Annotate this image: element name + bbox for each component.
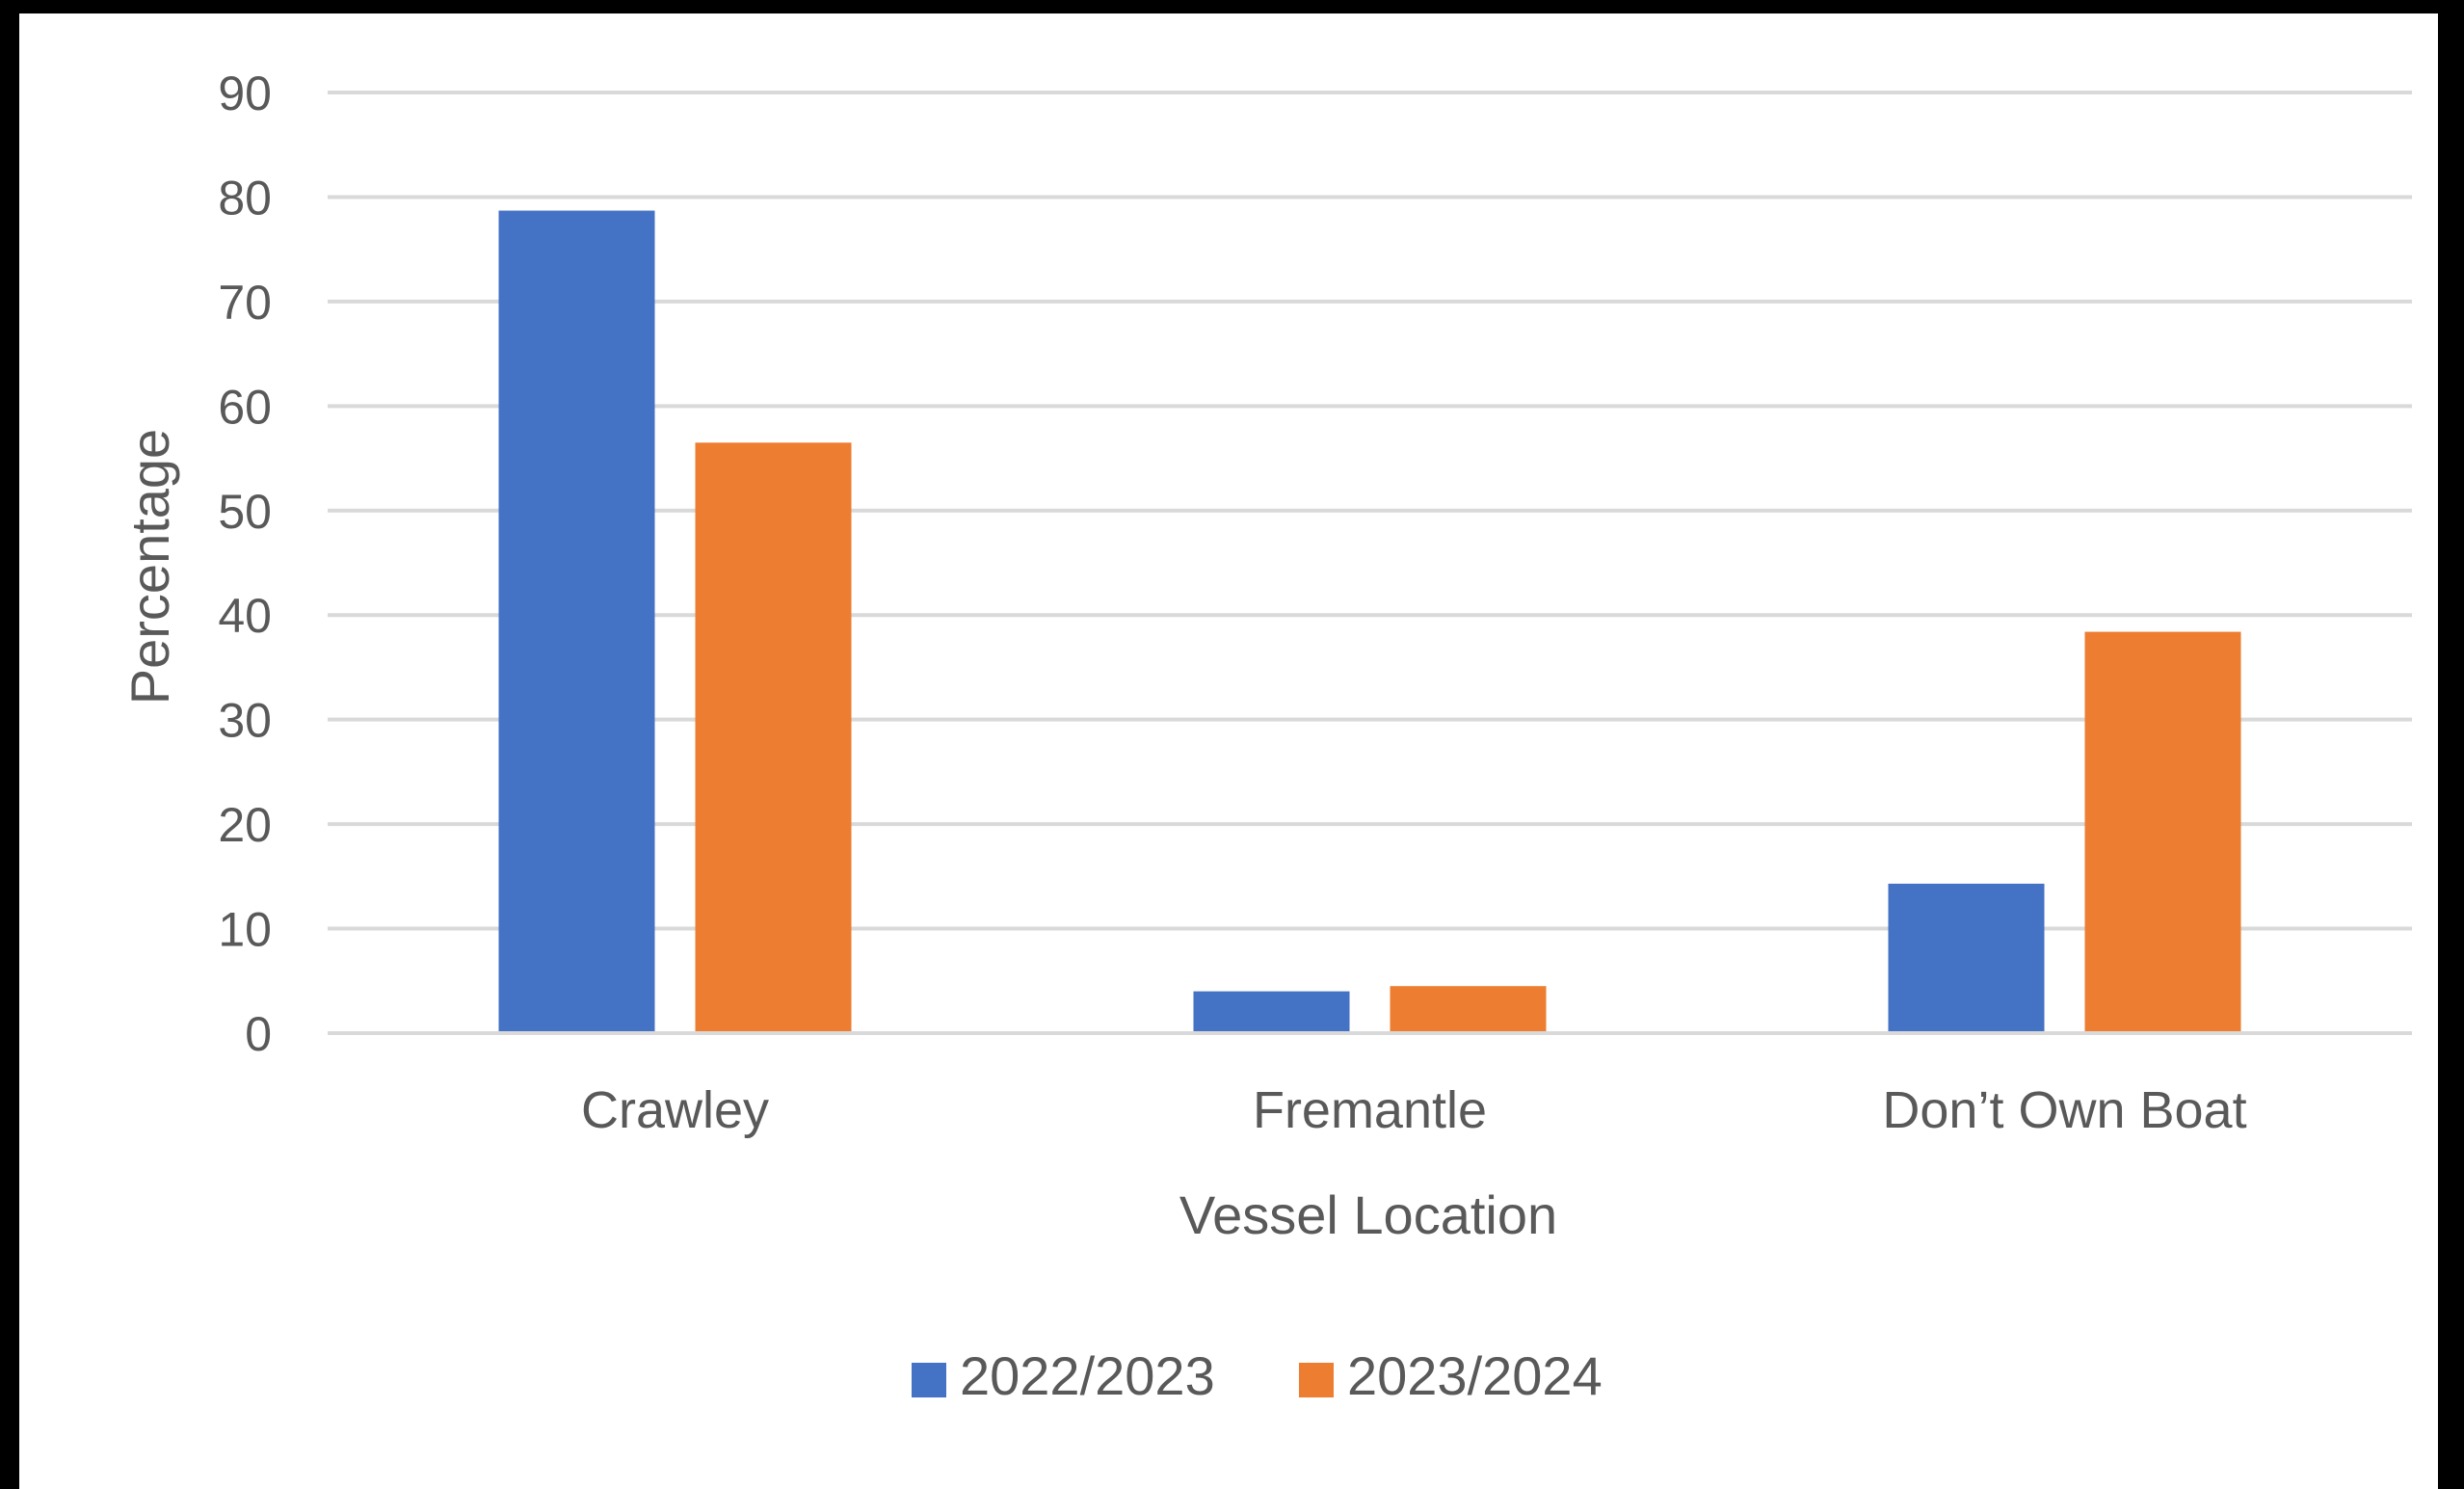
bar-don-t-own-boat-1 bbox=[1888, 883, 2045, 1033]
bar-fremantle-1 bbox=[1193, 991, 1350, 1033]
x-axis-title: Vessel Location bbox=[1179, 1184, 1557, 1245]
x-tick-label: Fremantle bbox=[1253, 1081, 1487, 1139]
y-axis-title: Percentage bbox=[119, 429, 180, 705]
legend-label: 2023/2024 bbox=[1347, 1345, 1603, 1406]
x-tick-label: Crawley bbox=[581, 1081, 769, 1139]
legend-swatch bbox=[1299, 1363, 1334, 1397]
y-tick-label: 50 bbox=[218, 485, 272, 539]
y-tick-label: 30 bbox=[218, 694, 272, 748]
y-tick-label: 20 bbox=[218, 798, 272, 852]
bar-crawley-2 bbox=[695, 442, 852, 1033]
y-tick-label: 0 bbox=[245, 1007, 272, 1061]
bar-don-t-own-boat-2 bbox=[2084, 631, 2241, 1033]
y-tick-label: 10 bbox=[218, 903, 272, 957]
gridlines bbox=[328, 91, 2412, 931]
legend: 2022/2023 2023/2024 bbox=[912, 1345, 1603, 1406]
y-tick-label: 60 bbox=[218, 380, 272, 434]
legend-swatch bbox=[912, 1363, 946, 1397]
bar-fremantle-2 bbox=[1390, 986, 1547, 1033]
y-tick-label: 40 bbox=[218, 589, 272, 643]
chart-background bbox=[19, 13, 2438, 1489]
x-axis-categories: Crawley Fremantle Don’t Own Boat bbox=[581, 1081, 2247, 1139]
bars bbox=[498, 210, 2241, 1033]
y-axis-ticks: 0 10 20 30 40 50 60 70 80 90 bbox=[218, 66, 272, 1061]
bar-crawley-1 bbox=[498, 210, 655, 1033]
y-tick-label: 90 bbox=[218, 66, 272, 120]
x-tick-label: Don’t Own Boat bbox=[1882, 1081, 2246, 1139]
legend-label: 2022/2023 bbox=[960, 1345, 1215, 1406]
y-tick-label: 80 bbox=[218, 171, 272, 225]
y-tick-label: 70 bbox=[218, 276, 272, 330]
